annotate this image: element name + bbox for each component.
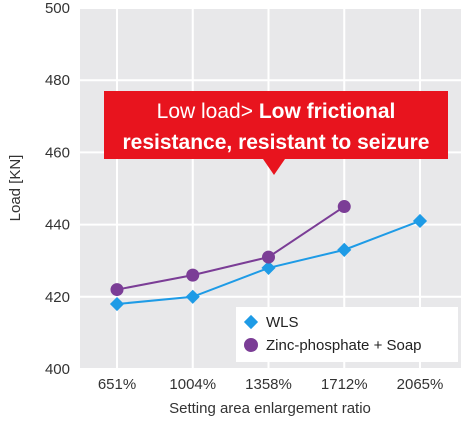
data-point-diamond: [185, 289, 200, 304]
series-layer: [109, 200, 428, 312]
legend-label-zinc: Zinc-phosphate + Soap: [266, 337, 422, 354]
x-tick-label: 2065%: [397, 376, 444, 393]
y-tick-label: 440: [45, 217, 70, 234]
legend-marker-zinc: [244, 338, 258, 352]
annotation-line-2: resistance, resistant to seizure: [123, 131, 430, 154]
y-tick-label: 400: [45, 361, 70, 378]
data-point-circle: [186, 268, 200, 282]
data-point-circle: [262, 250, 275, 264]
y-tick-label: 420: [45, 289, 70, 306]
data-point-diamond: [412, 213, 428, 229]
x-tick-label: 1004%: [169, 376, 216, 393]
y-axis-title: Load [KN]: [7, 155, 24, 222]
legend-box: [236, 307, 458, 362]
data-point-diamond: [109, 296, 125, 312]
legend-label-wls: WLS: [266, 314, 299, 331]
x-tick-label: 651%: [98, 376, 136, 393]
annotation-normal-text: Low load>: [157, 100, 259, 123]
data-point-circle: [337, 200, 351, 214]
data-point-diamond: [261, 260, 276, 275]
x-axis-title: Setting area enlargement ratio: [169, 400, 371, 417]
y-tick-labels: 400 420 440 460 480 500: [45, 0, 70, 378]
annotation-box: [104, 91, 448, 175]
data-point-diamond: [337, 242, 352, 257]
x-tick-labels: 651% 1004% 1358% 1712% 2065%: [98, 376, 444, 393]
x-tick-label: 1712%: [321, 376, 368, 393]
y-tick-label: 460: [45, 144, 70, 161]
series-line-1: [116, 205, 345, 291]
legend: WLS Zinc-phosphate + Soap: [236, 307, 458, 362]
legend-marker-wls: [243, 314, 259, 330]
data-point-circle: [110, 283, 124, 297]
annotation-callout: Low load> Low frictional resistance, res…: [104, 91, 448, 175]
y-tick-label: 500: [45, 0, 70, 17]
annotation-line-1: Low load> Low frictional: [157, 100, 396, 123]
y-tick-label: 480: [45, 72, 70, 89]
x-tick-label: 1358%: [245, 376, 292, 393]
annotation-bold-text-1: Low frictional: [259, 100, 396, 123]
